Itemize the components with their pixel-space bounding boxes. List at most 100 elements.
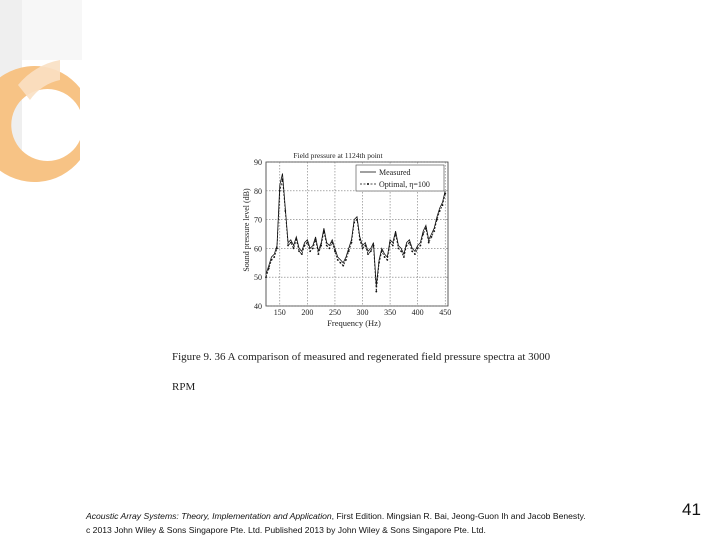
data-point-optimal xyxy=(345,259,347,261)
data-point-optimal xyxy=(334,250,336,253)
data-point-optimal xyxy=(311,247,314,250)
data-point-optimal xyxy=(380,250,383,253)
caption-line-1: Figure 9. 36 A comparison of measured an… xyxy=(172,351,551,363)
series-line-optimal xyxy=(265,179,446,292)
data-point-optimal xyxy=(284,210,287,212)
data-point-optimal xyxy=(386,259,389,261)
chart-title: Field pressure at 1124th point xyxy=(293,151,383,160)
y-tick-label: 50 xyxy=(254,273,262,282)
frequency-spectrum-chart: Field pressure at 1124th point Sound pre… xyxy=(242,151,451,328)
data-point-optimal xyxy=(347,250,350,253)
y-tick-label: 40 xyxy=(254,302,262,311)
y-tick-label: 80 xyxy=(254,187,262,196)
deco-light-bar xyxy=(22,0,82,60)
legend-optimal-label: Optimal, η=100 xyxy=(379,180,430,189)
data-point-optimal xyxy=(419,244,422,247)
x-tick-label: 350 xyxy=(384,308,396,317)
data-point-optimal xyxy=(267,267,270,270)
data-point-optimal xyxy=(372,244,375,247)
data-point-optimal xyxy=(375,290,378,293)
data-point-optimal xyxy=(325,244,328,247)
data-point-optimal xyxy=(425,227,427,230)
x-tick-label: 400 xyxy=(412,308,424,317)
book-title: Acoustic Array Systems: Theory, Implemen… xyxy=(86,511,332,521)
series-lines xyxy=(265,173,447,293)
data-point-optimal xyxy=(292,247,295,250)
x-tick-label: 250 xyxy=(329,308,341,317)
caption-line-2: RPM xyxy=(172,381,196,393)
data-point-optimal xyxy=(328,247,331,250)
data-point-optimal xyxy=(287,244,289,247)
data-point-optimal xyxy=(265,276,267,279)
y-axis-label: Sound pressure level (dB) xyxy=(242,188,251,272)
grid-lines xyxy=(266,161,448,307)
data-point-optimal xyxy=(391,244,394,247)
citation-footer: Acoustic Array Systems: Theory, Implemen… xyxy=(86,509,686,537)
y-tick-label: 60 xyxy=(254,244,262,253)
data-point-optimal xyxy=(331,241,334,244)
data-point-optimal xyxy=(433,230,436,233)
data-point-optimal xyxy=(383,256,386,258)
data-point-optimal xyxy=(317,253,320,256)
deco-light-arc xyxy=(18,60,60,100)
data-point-optimal xyxy=(411,250,414,253)
figure-caption: Figure 9. 36 A comparison of measured an… xyxy=(172,342,592,402)
x-tick-label: 450 xyxy=(439,308,451,317)
data-point-optimal xyxy=(369,250,372,253)
data-point-optimal xyxy=(306,241,309,244)
data-point-optimal xyxy=(389,241,391,244)
data-point-optimal xyxy=(397,247,400,250)
x-tick-label: 300 xyxy=(357,308,369,317)
data-point-optimal xyxy=(276,247,278,250)
data-point-optimal xyxy=(356,218,358,221)
page-number: 41 xyxy=(682,500,701,519)
data-point-optimal xyxy=(342,264,345,267)
data-point-optimal xyxy=(436,218,438,221)
x-axis-label: Frequency (Hz) xyxy=(327,318,381,328)
data-point-optimal xyxy=(295,238,298,241)
data-point-optimal xyxy=(358,238,361,241)
x-tick-label: 150 xyxy=(274,308,286,317)
data-point-optimal xyxy=(408,241,411,244)
data-point-optimal xyxy=(278,189,281,192)
citation-line-2: c 2013 John Wiley & Sons Singapore Pte. … xyxy=(86,525,486,535)
data-point-optimal xyxy=(405,244,408,247)
citation-line-1: Acoustic Array Systems: Theory, Implemen… xyxy=(86,509,686,523)
data-point-optimal xyxy=(438,210,441,212)
data-point-optimal xyxy=(336,259,339,261)
data-point-optimal xyxy=(361,247,364,250)
legend-box xyxy=(355,164,445,192)
data-point-optimal xyxy=(300,253,303,256)
data-point-optimal xyxy=(364,244,367,247)
legend-measured-label: Measured xyxy=(379,168,411,177)
data-point-optimal xyxy=(394,233,397,235)
data-point-optimal xyxy=(314,238,317,241)
data-point-optimal xyxy=(309,250,312,253)
data-point-optimal xyxy=(367,253,369,256)
data-point-optimal xyxy=(378,261,380,264)
y-tick-label: 90 xyxy=(254,158,262,167)
data-point-optimal xyxy=(400,250,403,253)
data-point-optimal xyxy=(350,241,353,244)
data-point-optimal xyxy=(298,250,300,253)
deco-orange-arc xyxy=(0,66,80,182)
data-point-optimal xyxy=(441,204,444,207)
y-tick-label: 70 xyxy=(254,216,262,225)
data-point-optimal xyxy=(289,241,292,244)
x-tick-label: 200 xyxy=(301,308,313,317)
legend-optimal-marker xyxy=(367,183,369,185)
data-point-optimal xyxy=(416,247,419,250)
tick-labels: 150 200 250 300 350 400 450 40 50 60 70 80 90 xyxy=(254,158,451,317)
data-point-optimal xyxy=(281,178,284,181)
data-point-optimal xyxy=(273,256,276,258)
data-point-optimal xyxy=(353,221,356,224)
series-line-measured xyxy=(265,173,446,286)
data-point-optimal xyxy=(444,192,447,195)
data-point-optimal xyxy=(320,244,323,247)
data-point-optimal xyxy=(303,244,306,247)
data-point-optimal xyxy=(339,261,342,264)
data-point-optimal xyxy=(422,233,425,235)
data-point-optimal xyxy=(414,253,416,256)
edition-text: , First Edition. Mingsian R. Bai, Jeong-… xyxy=(331,511,586,521)
decorative-swoosh xyxy=(0,0,82,182)
